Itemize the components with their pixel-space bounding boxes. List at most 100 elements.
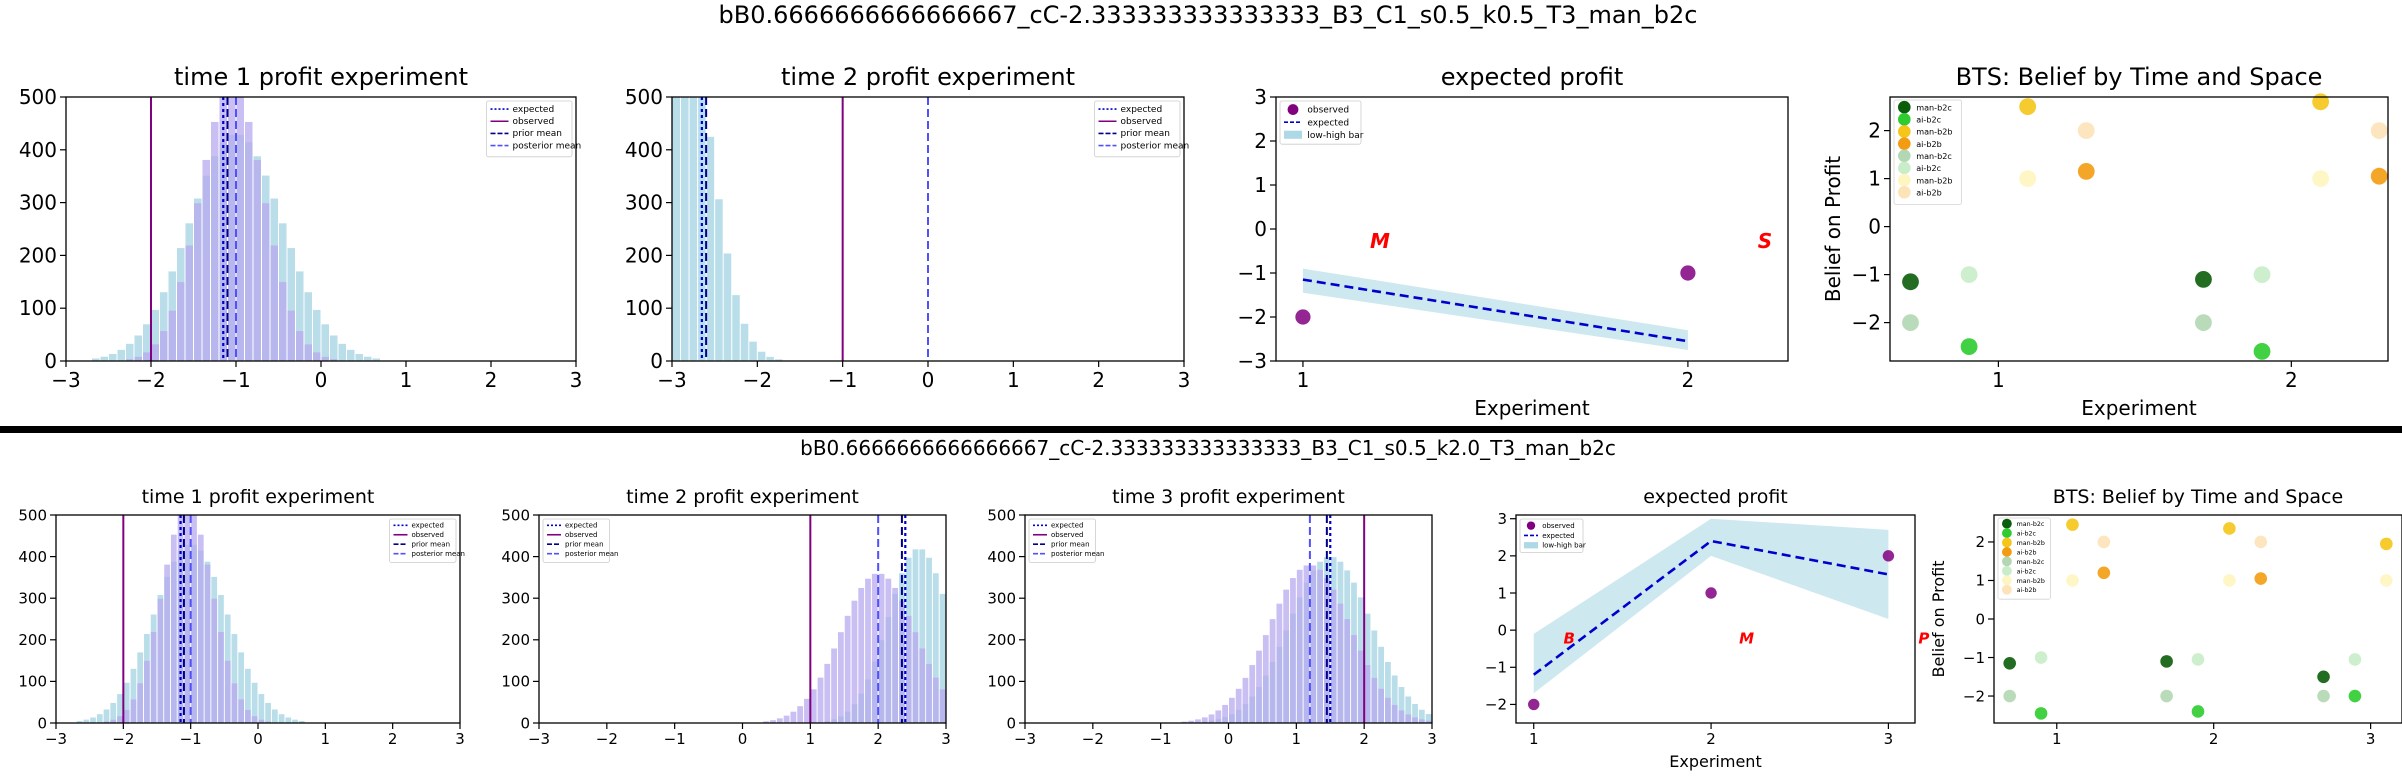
belief-point <box>2312 170 2330 188</box>
histogram-bars <box>763 515 946 723</box>
belief-point <box>2097 535 2111 549</box>
expected-line <box>1302 278 1689 343</box>
hist-bar-purple <box>134 356 142 361</box>
x-tick-label: −2 <box>136 368 165 392</box>
observed-point <box>1680 265 1696 281</box>
y-tick-label: −1 <box>1238 261 1267 285</box>
hist-bar-purple <box>194 203 202 361</box>
legend-swatch <box>2002 537 2012 548</box>
hist-bar-purple <box>932 677 939 723</box>
hist-bar-light <box>723 253 732 361</box>
hist-bar-light <box>292 719 298 723</box>
hist-bar-purple <box>1256 650 1262 723</box>
legend-frame <box>1028 518 1096 563</box>
y-tick-label: 0 <box>650 349 663 373</box>
x-tick-label: 3 <box>2366 730 2376 748</box>
hist-bar-purple <box>1425 720 1432 723</box>
hist-bar-purple <box>1405 714 1412 723</box>
belief-point <box>2003 656 2016 670</box>
x-tick-label: 3 <box>1427 730 1437 748</box>
hist-bar-purple <box>262 203 270 361</box>
hist-bar-purple <box>939 689 946 723</box>
hist-bar-purple <box>1235 688 1242 723</box>
legend-label: ai-b2b <box>2017 549 2037 556</box>
legend-label: observed <box>513 117 555 127</box>
legend-swatch <box>2002 584 2012 595</box>
x-tick-label: 1 <box>806 730 816 748</box>
legend-swatch <box>1898 185 1911 199</box>
legend-frame <box>389 518 457 563</box>
axes-frame <box>1993 514 2402 724</box>
y-tick-label: 500 <box>18 506 47 524</box>
y-tick-label: −3 <box>1238 349 1267 373</box>
hist-bar-light <box>321 324 329 361</box>
y-tick-label: 1 <box>1868 167 1881 191</box>
y-tick-label: −2 <box>1238 305 1267 329</box>
hist-bar-purple <box>103 721 110 723</box>
legend-label: expected <box>412 521 444 529</box>
y-tick-label: −2 <box>1963 687 1985 705</box>
hist-bar-purple <box>265 721 271 723</box>
belief-point <box>2191 705 2205 718</box>
hist-bar-purple <box>1290 578 1296 723</box>
y-tick-label: 0 <box>1975 610 1985 628</box>
hist-bar-light <box>134 335 142 361</box>
hist-bar-purple <box>1412 717 1418 723</box>
hist-bar-light <box>83 719 90 723</box>
hist-bar-purple <box>1181 721 1188 723</box>
x-tick-label: −2 <box>596 730 618 748</box>
y-tick-label: 300 <box>19 191 57 215</box>
axes-frame <box>1515 514 1916 724</box>
hist-bar-purple <box>164 564 170 723</box>
belief-point <box>2370 167 2388 185</box>
observed-point <box>1882 550 1895 562</box>
hist-bar-purple <box>865 578 871 723</box>
y-tick-label: 100 <box>18 673 47 691</box>
y-tick-label: −1 <box>1963 649 1985 667</box>
axes-title: expected profit <box>1643 486 1788 508</box>
hist-bar-light <box>130 668 137 723</box>
y-tick-label: 400 <box>19 138 57 162</box>
hist-bar-purple <box>185 245 193 361</box>
hist-bar-purple <box>851 600 858 723</box>
legend: observed expected low-high bar <box>1279 100 1364 145</box>
y-tick-label: 200 <box>625 243 663 267</box>
x-tick-label: 3 <box>1178 368 1191 392</box>
hist-bar-purple <box>253 159 261 361</box>
x-tick-label: −3 <box>528 730 550 748</box>
axes-frame <box>1889 96 2389 362</box>
hist-bar-purple <box>150 631 157 723</box>
y-tick-label: 1 <box>1497 584 1507 602</box>
hist-bar-purple <box>110 719 117 723</box>
belief-point <box>2348 653 2362 666</box>
y-tick-label: 100 <box>501 673 530 691</box>
hist-bar-purple <box>831 648 837 723</box>
x-tick-label: −1 <box>221 368 250 392</box>
histogram-bars <box>76 515 305 723</box>
hist-bar-light <box>732 295 740 361</box>
belief-point <box>2034 651 2048 664</box>
hist-bar-purple <box>177 282 185 361</box>
x-tick-label: 1 <box>2052 730 2062 748</box>
hist-bar-purple <box>1371 677 1378 723</box>
legend-swatch <box>2002 547 2012 557</box>
hist-bar-purple <box>123 709 130 723</box>
legend-label: observed <box>412 531 444 539</box>
hist-bar-light <box>231 634 238 723</box>
y-tick-label: 0 <box>37 714 47 732</box>
hist-bar-purple <box>926 663 932 723</box>
belief-point <box>2317 670 2330 684</box>
hist-bar-purple <box>157 598 164 723</box>
y-tick-label: 0 <box>520 714 530 732</box>
hist-bar-light <box>364 356 372 361</box>
annotation-letter: P <box>1918 630 1929 648</box>
y-tick-label: 3 <box>1254 85 1267 109</box>
y-tick-label: −1 <box>1852 263 1881 287</box>
chart-9: man-b2c ai-b2c man-b2b ai-b2b man-b2c ai-b2c m… <box>1929 486 2402 748</box>
histogram-bars <box>1181 515 1432 723</box>
